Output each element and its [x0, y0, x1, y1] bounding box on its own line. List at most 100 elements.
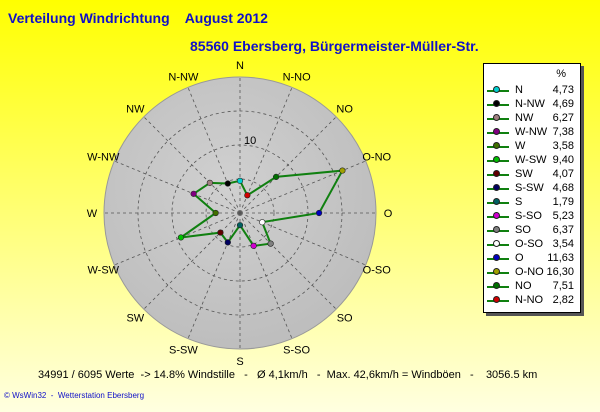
grid-spoke: [239, 160, 366, 214]
data-point-oso: [259, 219, 266, 226]
direction-label: N: [236, 60, 244, 72]
data-point-ssw: [224, 239, 231, 246]
legend-item-name: W-NW: [515, 126, 548, 138]
legend-item-name: N-NW: [515, 98, 545, 110]
legend-marker: [493, 296, 500, 303]
legend-marker: [493, 114, 500, 121]
grid-ring: [205, 178, 275, 248]
legend-item-name: W: [515, 140, 526, 152]
legend-marker: [493, 86, 500, 93]
legend-header: %: [556, 68, 566, 80]
data-point-sso: [250, 242, 257, 249]
legend-item-name: O-NO: [515, 266, 544, 278]
legend-item-name: S-SW: [515, 182, 544, 194]
legend-item-name: NO: [515, 280, 532, 292]
data-point-w: [212, 209, 219, 217]
direction-labels: N N-NO NO O-NO O O-SO SO S-SO S S-SW SW W-SW W W-NW NW…: [87, 60, 393, 368]
legend-item-value: 6,37: [552, 224, 574, 236]
grid-spoke: [143, 212, 241, 310]
legend-item-name: NW: [515, 112, 534, 124]
legend-item: NO 7,51: [484, 279, 580, 295]
legend-item: S-SW 4,68: [484, 181, 580, 197]
legend-marker: [493, 198, 500, 205]
legend-item-name: S-SO: [515, 210, 542, 222]
legend-item-value: 4,69: [552, 98, 574, 110]
legend-marker: [493, 282, 500, 289]
data-point-nno: [244, 192, 251, 199]
legend-item-value: 4,68: [552, 182, 574, 194]
legend-marker: [493, 170, 500, 177]
direction-label: W-NW: [87, 151, 120, 163]
footer-stats: 34991 / 6095 Werte -> 14.8% Windstille -…: [38, 369, 538, 381]
direction-label: O: [384, 208, 393, 220]
data-point-wsw: [177, 234, 185, 241]
data-point-s: [236, 222, 244, 229]
data-point-nnw: [224, 180, 231, 187]
legend-item-value: 2,82: [552, 294, 574, 306]
grid-spoke: [239, 212, 366, 266]
legend-item-name: SW: [515, 168, 533, 180]
legend-marker: [493, 184, 500, 191]
direction-label: NO: [336, 103, 353, 115]
grid-spoke: [239, 212, 293, 339]
legend-item-value: 11,63: [547, 252, 574, 264]
legend-item-name: O: [515, 252, 524, 264]
legend-item: W 3,58: [484, 139, 580, 155]
grid-spoke: [114, 160, 241, 214]
footer-credit: © WsWin32 - Wetterstation Ebersberg: [4, 391, 145, 400]
data-point-sw: [217, 229, 224, 236]
legend-marker: [493, 240, 500, 247]
legend-item-value: 1,79: [552, 196, 574, 208]
legend-item: W-SW 9,40: [484, 153, 580, 169]
data-point-wnw: [190, 190, 197, 197]
legend-item-value: 3,54: [552, 238, 574, 250]
legend-item: N-NO 2,82: [484, 293, 580, 309]
legend-item-value: 4,73: [552, 84, 574, 96]
legend-item-name: O-SO: [515, 238, 544, 250]
direction-label: W: [87, 208, 98, 220]
legend-marker: [493, 226, 500, 233]
direction-label: SW: [126, 313, 144, 325]
legend-item: SW 4,07: [484, 167, 580, 183]
direction-label: O-SO: [363, 265, 392, 277]
legend-item-value: 16,30: [546, 266, 574, 278]
grid-spoke: [143, 116, 241, 214]
data-point-ono: [339, 167, 346, 174]
legend-item-value: 5,23: [552, 210, 574, 222]
legend-marker: [493, 268, 500, 275]
legend: % N 4,73 N-NW 4,69 NW 6,27 W-NW 7,38 W 3,58 W-SW 9,…: [483, 63, 581, 313]
chart-subtitle: 85560 Ebersberg, Bürgermeister-Müller-St…: [190, 38, 479, 54]
legend-item-name: N-NO: [515, 294, 544, 306]
grid-spoke: [239, 87, 293, 214]
legend-marker: [493, 128, 500, 135]
legend-item: W-NW 7,38: [484, 125, 580, 141]
data-point-n: [236, 177, 244, 184]
legend-item: O-NO 16,30: [484, 265, 580, 281]
legend-item-value: 6,27: [552, 112, 574, 124]
legend-item-value: 9,40: [552, 154, 574, 166]
legend-marker: [493, 156, 500, 163]
grid-spoke: [239, 212, 337, 310]
grid-spoke: [114, 212, 241, 266]
legend-marker: [493, 100, 500, 107]
data-point-no: [273, 173, 280, 180]
ring-label: 10: [244, 135, 256, 147]
legend-item-name: W-SW: [515, 154, 547, 166]
chart-title: Verteilung Windrichtung August 2012: [8, 10, 268, 26]
legend-item: O 11,63: [484, 251, 580, 267]
direction-label: N-NW: [168, 71, 199, 83]
data-point-nw: [206, 179, 213, 186]
legend-item-name: N: [515, 84, 523, 96]
legend-item: S-SO 5,23: [484, 209, 580, 225]
legend-item-value: 3,58: [552, 140, 574, 152]
grid-spoke: [187, 212, 241, 339]
legend-item: O-SO 3,54: [484, 237, 580, 253]
legend-item-name: S: [515, 196, 523, 208]
direction-label: O-NO: [362, 151, 391, 163]
legend-item: N-NW 4,69: [484, 97, 580, 113]
data-point-o: [315, 209, 323, 217]
legend-item: S 1,79: [484, 195, 580, 211]
direction-label: SO: [337, 313, 353, 325]
direction-label: NW: [126, 103, 145, 115]
direction-label: W-SW: [87, 265, 119, 277]
